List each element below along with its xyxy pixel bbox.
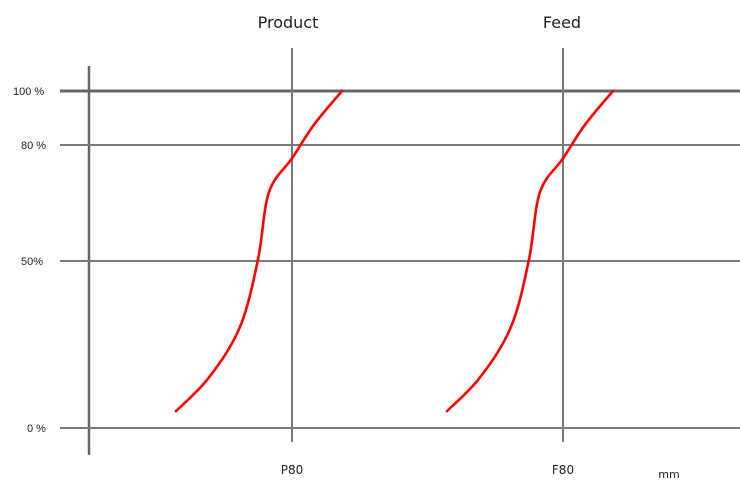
y-tick-label-80: 80 % — [21, 140, 46, 152]
feed-curve — [445, 89, 615, 413]
x-marker-label-p80: P80 — [281, 463, 304, 477]
grid — [60, 48, 740, 455]
y-tick-label-50: 50% — [21, 256, 43, 268]
curves — [174, 89, 615, 413]
y-tick-label-0: 0 % — [27, 423, 46, 435]
product-curve — [174, 89, 344, 413]
y-tick-label-100: 100 % — [13, 86, 44, 98]
product-curve-label: Product — [258, 13, 319, 32]
feed-curve-label: Feed — [543, 13, 581, 32]
x-unit-label: mm — [658, 468, 679, 481]
x-marker-label-f80: F80 — [552, 463, 574, 477]
